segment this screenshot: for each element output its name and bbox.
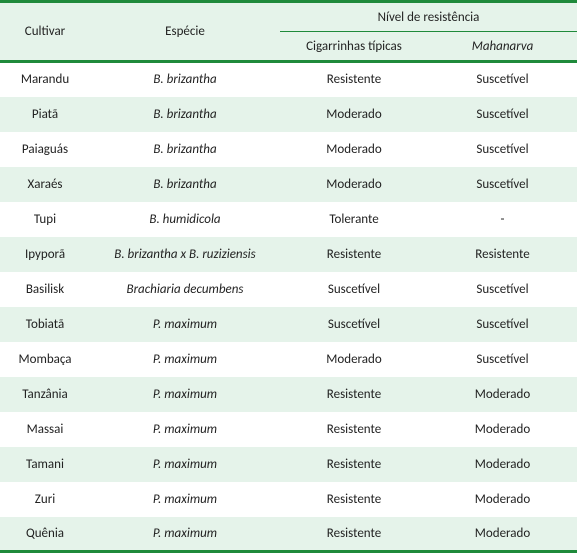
table-row: ZuriP. maximumResistenteModerado xyxy=(0,482,577,517)
cell-cultivar: Massai xyxy=(0,412,90,447)
resistance-table-container: Cultivar Espécie Nível de resistência Ci… xyxy=(0,0,577,553)
cell-mahanarva: Moderado xyxy=(428,447,577,482)
cell-cultivar: Piatã xyxy=(0,97,90,132)
cell-especie: B. brizantha xyxy=(90,132,280,167)
cell-especie: P. maximum xyxy=(90,342,280,377)
table-row: IpyporãB. brizantha x B. ruziziensisResi… xyxy=(0,237,577,272)
cell-mahanarva: Suscetível xyxy=(428,342,577,377)
table-row: XaraésB. brizanthaModeradoSuscetível xyxy=(0,167,577,202)
cell-especie: B. brizantha xyxy=(90,62,280,97)
cell-especie: P. maximum xyxy=(90,482,280,517)
cell-cultivar: Tupi xyxy=(0,202,90,237)
table-row: BasiliskBrachiaria decumbensSuscetívelSu… xyxy=(0,272,577,307)
table-row: PaiaguásB. brizanthaModeradoSuscetível xyxy=(0,132,577,167)
cell-mahanarva: - xyxy=(428,202,577,237)
table-row: TanzâniaP. maximumResistenteModerado xyxy=(0,377,577,412)
cell-mahanarva: Moderado xyxy=(428,482,577,517)
cell-cigarrinhas: Resistente xyxy=(280,447,428,482)
cell-mahanarva: Suscetível xyxy=(428,272,577,307)
col-header-nivel-group: Nível de resistência xyxy=(280,2,577,32)
cell-mahanarva: Suscetível xyxy=(428,307,577,342)
cell-cigarrinhas: Resistente xyxy=(280,62,428,97)
table-body: MaranduB. brizanthaResistenteSuscetívelP… xyxy=(0,62,577,552)
cell-cultivar: Marandu xyxy=(0,62,90,97)
table-row: TupiB. humidicolaTolerante- xyxy=(0,202,577,237)
col-header-mahanarva: Mahanarva xyxy=(428,32,577,62)
cell-mahanarva: Suscetível xyxy=(428,62,577,97)
cell-cigarrinhas: Resistente xyxy=(280,377,428,412)
cell-cultivar: Tanzânia xyxy=(0,377,90,412)
cell-cultivar: Basilisk xyxy=(0,272,90,307)
cell-especie: P. maximum xyxy=(90,517,280,552)
cell-cigarrinhas: Moderado xyxy=(280,342,428,377)
col-header-cigarrinhas: Cigarrinhas típicas xyxy=(280,32,428,62)
cell-especie: B. brizantha xyxy=(90,97,280,132)
table-row: MassaiP. maximumResistenteModerado xyxy=(0,412,577,447)
cell-cultivar: Tamani xyxy=(0,447,90,482)
cell-cigarrinhas: Moderado xyxy=(280,167,428,202)
cell-cultivar: Paiaguás xyxy=(0,132,90,167)
cell-mahanarva: Suscetível xyxy=(428,132,577,167)
table-row: TobiatãP. maximumSuscetívelSuscetível xyxy=(0,307,577,342)
table-row: MaranduB. brizanthaResistenteSuscetível xyxy=(0,62,577,97)
table-row: MombaçaP. maximumModeradoSuscetível xyxy=(0,342,577,377)
cell-especie: Brachiaria decumbens xyxy=(90,272,280,307)
cell-mahanarva: Moderado xyxy=(428,412,577,447)
cell-mahanarva: Resistente xyxy=(428,237,577,272)
cell-especie: B. brizantha x B. ruziziensis xyxy=(90,237,280,272)
cell-cigarrinhas: Moderado xyxy=(280,132,428,167)
cell-cigarrinhas: Resistente xyxy=(280,412,428,447)
cell-cultivar: Xaraés xyxy=(0,167,90,202)
table-row: QuêniaP. maximumResistenteModerado xyxy=(0,517,577,552)
cell-cigarrinhas: Moderado xyxy=(280,97,428,132)
cell-cigarrinhas: Resistente xyxy=(280,237,428,272)
cell-mahanarva: Suscetível xyxy=(428,97,577,132)
col-header-especie: Espécie xyxy=(90,2,280,62)
cell-mahanarva: Suscetível xyxy=(428,167,577,202)
cell-mahanarva: Moderado xyxy=(428,377,577,412)
cell-cultivar: Quênia xyxy=(0,517,90,552)
table-row: TamaniP. maximumResistenteModerado xyxy=(0,447,577,482)
cell-especie: P. maximum xyxy=(90,447,280,482)
cell-cigarrinhas: Suscetível xyxy=(280,272,428,307)
cell-cultivar: Zuri xyxy=(0,482,90,517)
cell-cultivar: Tobiatã xyxy=(0,307,90,342)
resistance-table: Cultivar Espécie Nível de resistência Ci… xyxy=(0,0,577,553)
cell-cigarrinhas: Resistente xyxy=(280,482,428,517)
cell-cigarrinhas: Resistente xyxy=(280,517,428,552)
table-row: PiatãB. brizanthaModeradoSuscetível xyxy=(0,97,577,132)
cell-especie: B. humidicola xyxy=(90,202,280,237)
cell-especie: P. maximum xyxy=(90,412,280,447)
cell-cultivar: Mombaça xyxy=(0,342,90,377)
cell-especie: B. brizantha xyxy=(90,167,280,202)
cell-especie: P. maximum xyxy=(90,377,280,412)
cell-cigarrinhas: Suscetível xyxy=(280,307,428,342)
cell-cigarrinhas: Tolerante xyxy=(280,202,428,237)
cell-cultivar: Ipyporã xyxy=(0,237,90,272)
cell-especie: P. maximum xyxy=(90,307,280,342)
cell-mahanarva: Moderado xyxy=(428,517,577,552)
col-header-cultivar: Cultivar xyxy=(0,2,90,62)
